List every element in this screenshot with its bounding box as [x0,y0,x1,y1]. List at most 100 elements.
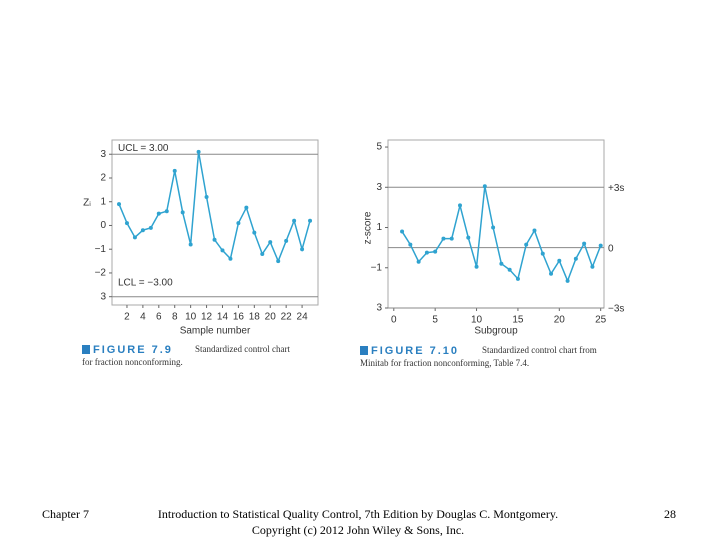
x-tick-label: 16 [233,312,245,323]
control-label: UCL = 3.00 [118,143,169,154]
data-point [124,221,129,226]
y-axis-label: z-score [363,211,374,244]
data-point [212,237,217,242]
y-tick-label: 2 [100,173,106,184]
data-point [424,250,429,255]
data-point [148,225,153,230]
y-tick-label: 1 [100,196,106,207]
data-point [117,202,122,207]
data-point [180,210,185,215]
footer-chapter: Chapter 7 [42,507,89,521]
x-tick-label: 6 [156,312,162,323]
y-tick-label: 3 [376,303,382,314]
data-point [573,256,578,261]
data-point [540,251,545,256]
x-tick-label: 22 [281,312,293,323]
data-point [458,203,462,208]
data-point [598,243,603,248]
data-point [188,242,193,247]
data-point [308,218,313,223]
data-point [524,242,529,247]
data-point [433,249,438,254]
data-point [408,242,413,247]
data-point [474,264,479,269]
series-line [401,186,602,283]
y-axis-label: Zᵢ [83,198,91,209]
y-tick-label: −1 [95,244,107,255]
data-point [260,251,265,256]
data-point [400,229,405,234]
data-point [292,218,297,223]
data-point [156,211,161,216]
data-point [204,194,209,199]
footer-book: Introduction to Statistical Quality Cont… [158,507,558,521]
y-tick-label: 5 [376,142,382,153]
data-point [244,205,249,210]
data-point [140,228,145,233]
x-tick-label: 0 [391,315,397,326]
data-point [172,168,177,173]
data-point [515,276,520,281]
figure-number: FIGURE 7.9 [93,344,173,356]
plot-frame [111,139,319,306]
data-point [441,236,446,241]
data-point [276,259,281,264]
data-point [252,230,257,235]
y-tick-label: 3 [100,291,106,302]
data-point [582,241,587,246]
x-tick-label: 5 [432,315,438,326]
figure-caption: for fraction nonconforming. [82,357,183,367]
data-point [549,271,554,276]
y-tick-label: 3 [100,149,106,160]
data-point [449,236,454,241]
data-point [196,149,201,154]
y-tick-label: 0 [100,220,106,231]
y-tick-label: −2 [95,268,107,279]
data-point [482,184,487,189]
control-label: −3s [608,304,624,315]
data-point [284,238,289,243]
x-tick-label: 10 [185,312,197,323]
figure-caption: Minitab for fraction nonconforming, Tabl… [360,358,529,368]
data-point [268,240,273,245]
x-tick-label: 10 [471,315,483,326]
footer-page: 28 [664,507,676,521]
control-label: 0 [608,243,614,254]
data-point [557,258,562,263]
x-tick-label: 25 [595,315,607,326]
x-tick-label: 8 [172,312,178,323]
data-point [164,209,169,214]
x-tick-label: 20 [265,312,277,323]
control-label: LCL = −3.00 [118,277,173,288]
data-point [300,247,305,252]
x-tick-label: 20 [554,315,566,326]
x-tick-label: 15 [512,315,524,326]
data-point [228,256,233,261]
x-axis-label: Subgroup [474,326,518,337]
control-label: +3s [608,183,624,194]
x-tick-label: 12 [201,312,213,323]
series-line [118,151,311,264]
figure-caption: Standardized control chart from [482,345,597,355]
figure-marker [82,345,90,354]
data-point [491,225,496,230]
data-point [565,278,570,283]
y-tick-label: 1 [376,222,382,233]
data-point [236,221,241,226]
figure-number: FIGURE 7.10 [371,345,459,357]
x-tick-label: 14 [217,312,229,323]
plot-frame [387,139,605,309]
data-point [132,235,137,240]
x-tick-label: 24 [297,312,309,323]
y-tick-label: 3 [376,182,382,193]
data-point [507,267,512,272]
y-tick-label: −1 [371,262,383,273]
x-axis-label: Sample number [180,326,251,337]
data-point [220,248,225,253]
figure-caption: Standardized control chart [195,344,290,354]
data-point [499,261,504,266]
data-point [416,259,421,264]
footer-copyright: Copyright (c) 2012 John Wiley & Sons, In… [252,523,464,537]
data-point [590,264,595,269]
